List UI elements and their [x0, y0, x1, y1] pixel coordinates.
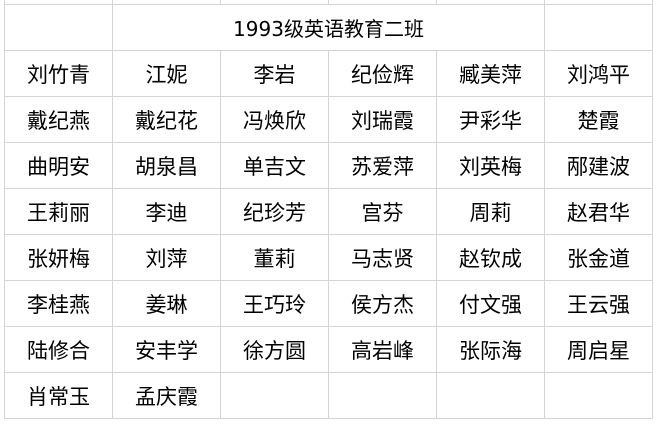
name-cell[interactable]: 苏爱萍 — [328, 142, 437, 189]
cell-empty[interactable] — [436, 372, 545, 419]
name-cell[interactable]: 马志贤 — [328, 234, 437, 281]
name-cell[interactable]: 胡泉昌 — [112, 142, 221, 189]
name-cell[interactable]: 姜琳 — [112, 280, 221, 327]
name-cell[interactable]: 宫芬 — [328, 188, 437, 235]
name-cell[interactable]: 刘萍 — [112, 234, 221, 281]
name-cell[interactable]: 孟庆霞 — [112, 372, 221, 419]
name-cell[interactable]: 刘英梅 — [436, 142, 545, 189]
table-row: 李桂燕 姜琳 王巧玲 侯方杰 付文强 王云强 — [4, 280, 653, 327]
name-cell[interactable]: 李岩 — [220, 50, 329, 97]
name-cell[interactable]: 陆修合 — [4, 326, 113, 373]
sheet-title-cell[interactable]: 1993级英语教育二班 — [112, 4, 545, 51]
table-row: 刘竹青 江妮 李岩 纪俭辉 臧美萍 刘鸿平 — [4, 50, 653, 97]
name-cell[interactable]: 高岩峰 — [328, 326, 437, 373]
name-cell[interactable]: 王云强 — [544, 280, 653, 327]
name-cell[interactable]: 付文强 — [436, 280, 545, 327]
cell-empty[interactable] — [544, 4, 653, 51]
name-cell[interactable]: 赵君华 — [544, 188, 653, 235]
name-cell[interactable]: 侯方杰 — [328, 280, 437, 327]
name-cell[interactable]: 李迪 — [112, 188, 221, 235]
name-cell[interactable]: 张妍梅 — [4, 234, 113, 281]
table-row: 曲明安 胡泉昌 单吉文 苏爱萍 刘英梅 邴建波 — [4, 142, 653, 189]
name-cell[interactable]: 张金道 — [544, 234, 653, 281]
name-cell[interactable]: 刘鸿平 — [544, 50, 653, 97]
name-cell[interactable]: 冯焕欣 — [220, 96, 329, 143]
name-cell[interactable]: 董莉 — [220, 234, 329, 281]
table-row: 肖常玉 孟庆霞 — [4, 372, 653, 419]
name-cell[interactable]: 周启星 — [544, 326, 653, 373]
name-cell[interactable]: 曲明安 — [4, 142, 113, 189]
cell-empty[interactable] — [220, 372, 329, 419]
name-cell[interactable]: 王巧玲 — [220, 280, 329, 327]
cell-empty[interactable] — [544, 372, 653, 419]
name-cell[interactable]: 刘竹青 — [4, 50, 113, 97]
name-cell[interactable]: 刘瑞霞 — [328, 96, 437, 143]
cell-empty[interactable] — [328, 372, 437, 419]
name-cell[interactable]: 肖常玉 — [4, 372, 113, 419]
name-cell[interactable]: 单吉文 — [220, 142, 329, 189]
name-cell[interactable]: 邴建波 — [544, 142, 653, 189]
title-row: 1993级英语教育二班 — [4, 4, 653, 51]
table-row: 陆修合 安丰学 徐方圆 高岩峰 张际海 周启星 — [4, 326, 653, 373]
name-cell[interactable]: 赵钦成 — [436, 234, 545, 281]
name-cell[interactable]: 尹彩华 — [436, 96, 545, 143]
name-cell[interactable]: 江妮 — [112, 50, 221, 97]
name-cell[interactable]: 安丰学 — [112, 326, 221, 373]
table-row: 戴纪燕 戴纪花 冯焕欣 刘瑞霞 尹彩华 楚霞 — [4, 96, 653, 143]
spreadsheet-grid: 1993级英语教育二班 刘竹青 江妮 李岩 纪俭辉 臧美萍 刘鸿平 戴纪燕 戴纪花 冯焕欣 刘瑞霞… — [4, 4, 653, 419]
table-row: 张妍梅 刘萍 董莉 马志贤 赵钦成 张金道 — [4, 234, 653, 281]
name-cell[interactable]: 徐方圆 — [220, 326, 329, 373]
table-row: 王莉丽 李迪 纪珍芳 宫芬 周莉 赵君华 — [4, 188, 653, 235]
name-cell[interactable]: 楚霞 — [544, 96, 653, 143]
name-cell[interactable]: 戴纪花 — [112, 96, 221, 143]
name-cell[interactable]: 周莉 — [436, 188, 545, 235]
name-cell[interactable]: 张际海 — [436, 326, 545, 373]
gridline-edge — [0, 0, 657, 4]
name-cell[interactable]: 纪俭辉 — [328, 50, 437, 97]
name-cell[interactable]: 李桂燕 — [4, 280, 113, 327]
name-cell[interactable]: 王莉丽 — [4, 188, 113, 235]
cell-empty[interactable] — [4, 4, 113, 51]
name-cell[interactable]: 臧美萍 — [436, 50, 545, 97]
name-cell[interactable]: 纪珍芳 — [220, 188, 329, 235]
name-cell[interactable]: 戴纪燕 — [4, 96, 113, 143]
